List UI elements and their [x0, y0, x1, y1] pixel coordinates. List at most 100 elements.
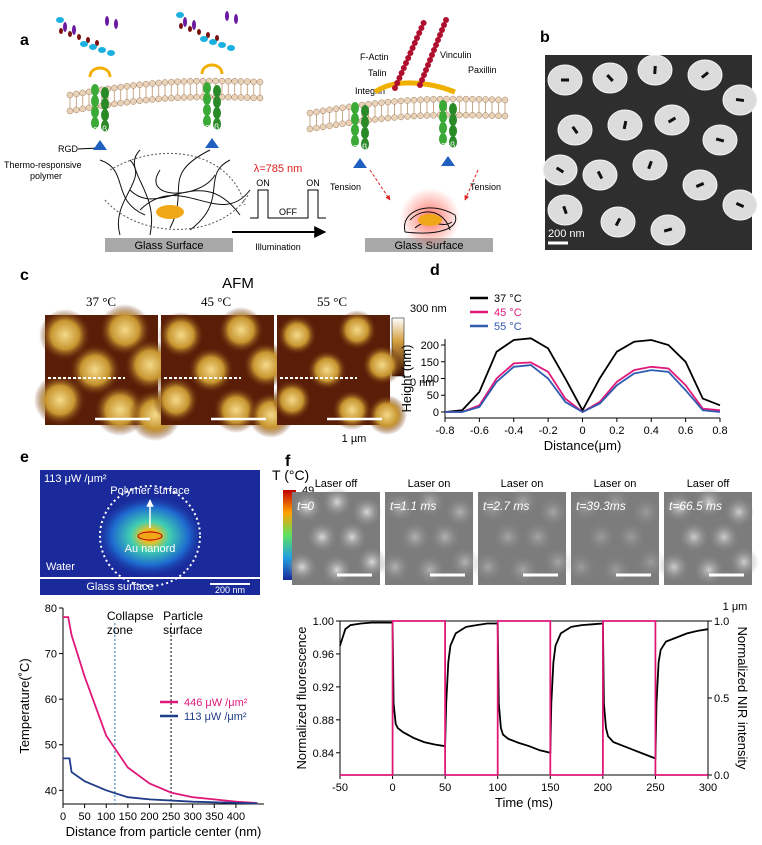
on-label: ON — [256, 178, 270, 188]
actin — [414, 35, 420, 41]
afm-particle — [69, 344, 121, 396]
lipid-head — [469, 111, 476, 119]
panel-label: d — [430, 262, 440, 279]
time-label: t=0 — [297, 499, 314, 513]
lipid-head — [256, 78, 264, 86]
lipid-head — [339, 104, 346, 112]
nanorod — [667, 116, 677, 124]
lipid-head — [371, 100, 379, 107]
fluorescence-spot — [543, 547, 573, 577]
actin — [443, 17, 449, 23]
ligand — [98, 47, 106, 53]
state-label: Laser on — [501, 478, 544, 490]
polymer-label: Thermo-responsive — [4, 160, 82, 170]
nanorod — [653, 65, 657, 75]
marker-label: zone — [107, 623, 133, 637]
actin — [405, 55, 412, 61]
x-tick-label: -0.8 — [436, 425, 455, 437]
lipid-head — [378, 99, 385, 107]
series-line — [445, 364, 721, 414]
legend-label: 45 °C — [494, 307, 522, 319]
fluorescence-spot — [538, 497, 568, 527]
afm-title: AFM — [222, 275, 254, 292]
integrin — [203, 93, 211, 105]
lipid-head — [306, 109, 314, 117]
ligand — [107, 50, 115, 56]
lipid-head — [161, 79, 169, 86]
y-tick-label: 80 — [45, 603, 57, 615]
ligand — [56, 17, 64, 23]
actin — [439, 27, 445, 33]
ligand — [59, 28, 63, 34]
y-tick-label: 40 — [45, 785, 57, 797]
afm-particle — [337, 310, 377, 350]
integrin — [439, 133, 447, 145]
lipid-head — [449, 95, 457, 103]
integrin — [101, 120, 109, 132]
x-tick-label: 150 — [541, 782, 559, 794]
actin — [419, 77, 425, 83]
scale-label: 1 µm — [342, 433, 367, 445]
ligand — [192, 20, 196, 30]
legend-label: 113 μW /μm² — [184, 711, 247, 723]
ligand — [86, 37, 90, 43]
integrin — [213, 107, 221, 119]
lipid-head — [123, 82, 131, 90]
lipid-head — [231, 78, 238, 85]
label: Polymer surface — [110, 485, 189, 497]
fluorescence-spot — [478, 492, 508, 522]
integrin — [101, 98, 109, 110]
ligand — [179, 23, 183, 29]
lipid-head — [155, 95, 162, 103]
afm-particle — [39, 309, 91, 361]
actin — [418, 25, 425, 31]
lipid-head — [66, 107, 74, 115]
ligand — [80, 41, 88, 47]
lipid-head — [161, 95, 169, 102]
lipid-head — [475, 96, 483, 103]
label: Vinculin — [440, 50, 471, 60]
actin — [420, 20, 427, 26]
fluorescence-spot — [292, 492, 322, 522]
fluorescence-spot — [694, 487, 724, 517]
y-axis-label: Normalized fluorescence — [294, 626, 309, 769]
state-label: Laser off — [687, 478, 731, 490]
series-line — [340, 620, 708, 776]
integrin — [439, 100, 447, 112]
nanorod — [735, 202, 745, 208]
afm-particle — [34, 374, 86, 426]
integrin — [361, 105, 369, 117]
fluorescence-spot — [400, 522, 430, 552]
ligand — [215, 35, 219, 41]
beta: β — [450, 140, 455, 150]
lipid-head — [319, 123, 327, 131]
y-tick-label: 200 — [421, 340, 439, 352]
integrin — [449, 136, 457, 148]
actin — [416, 30, 423, 36]
adaptor — [373, 80, 456, 95]
label: Talin — [368, 68, 387, 78]
wavelength: λ=785 nm — [254, 163, 303, 175]
lipid-head — [443, 95, 450, 103]
time-label: t=39.3ms — [576, 499, 626, 513]
polymer-label: polymer — [30, 171, 62, 181]
afm-particle — [213, 387, 259, 433]
x-tick-label: 50 — [439, 782, 451, 794]
y-tick-label: 0.88 — [313, 715, 334, 727]
lipid-head — [180, 94, 188, 101]
x-tick-label: 0.2 — [609, 425, 624, 437]
fluorescence-spot — [724, 497, 754, 527]
actin — [435, 37, 441, 43]
ligand — [89, 44, 97, 50]
state-label: Laser off — [315, 478, 359, 490]
integrin — [439, 111, 447, 123]
actin — [425, 62, 431, 68]
nanorod — [156, 205, 184, 219]
lipid-head — [117, 83, 124, 91]
x-tick-label: 400 — [227, 811, 245, 823]
fluorescence-spot — [307, 522, 337, 552]
integrin — [213, 118, 221, 130]
temperature: 55 °C — [317, 294, 347, 309]
lipid-head — [212, 77, 219, 85]
ligand — [209, 39, 217, 45]
